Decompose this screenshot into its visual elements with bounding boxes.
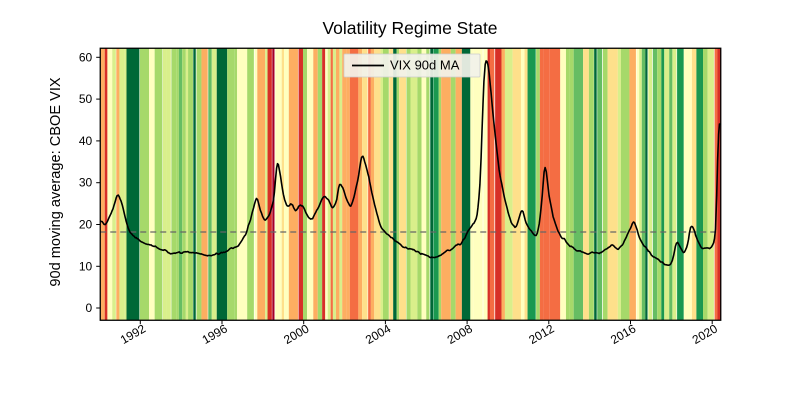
svg-text:50: 50 (79, 92, 93, 106)
svg-text:1992: 1992 (118, 321, 148, 347)
svg-text:40: 40 (79, 134, 93, 148)
svg-text:VIX 90d MA: VIX 90d MA (390, 58, 460, 73)
svg-text:2020: 2020 (690, 321, 720, 347)
svg-text:30: 30 (79, 176, 93, 190)
svg-text:2016: 2016 (608, 321, 638, 347)
svg-text:2000: 2000 (281, 321, 311, 347)
svg-text:60: 60 (79, 50, 93, 64)
svg-text:2004: 2004 (363, 321, 393, 347)
svg-text:20: 20 (79, 218, 93, 232)
svg-text:2008: 2008 (445, 321, 475, 347)
svg-text:1996: 1996 (200, 321, 230, 347)
svg-text:Volatility Regime State: Volatility Regime State (322, 18, 497, 38)
svg-text:0: 0 (86, 301, 93, 315)
svg-text:90d moving average: CBOE VIX: 90d moving average: CBOE VIX (48, 77, 64, 287)
svg-text:2012: 2012 (526, 321, 556, 347)
svg-text:10: 10 (79, 259, 93, 273)
